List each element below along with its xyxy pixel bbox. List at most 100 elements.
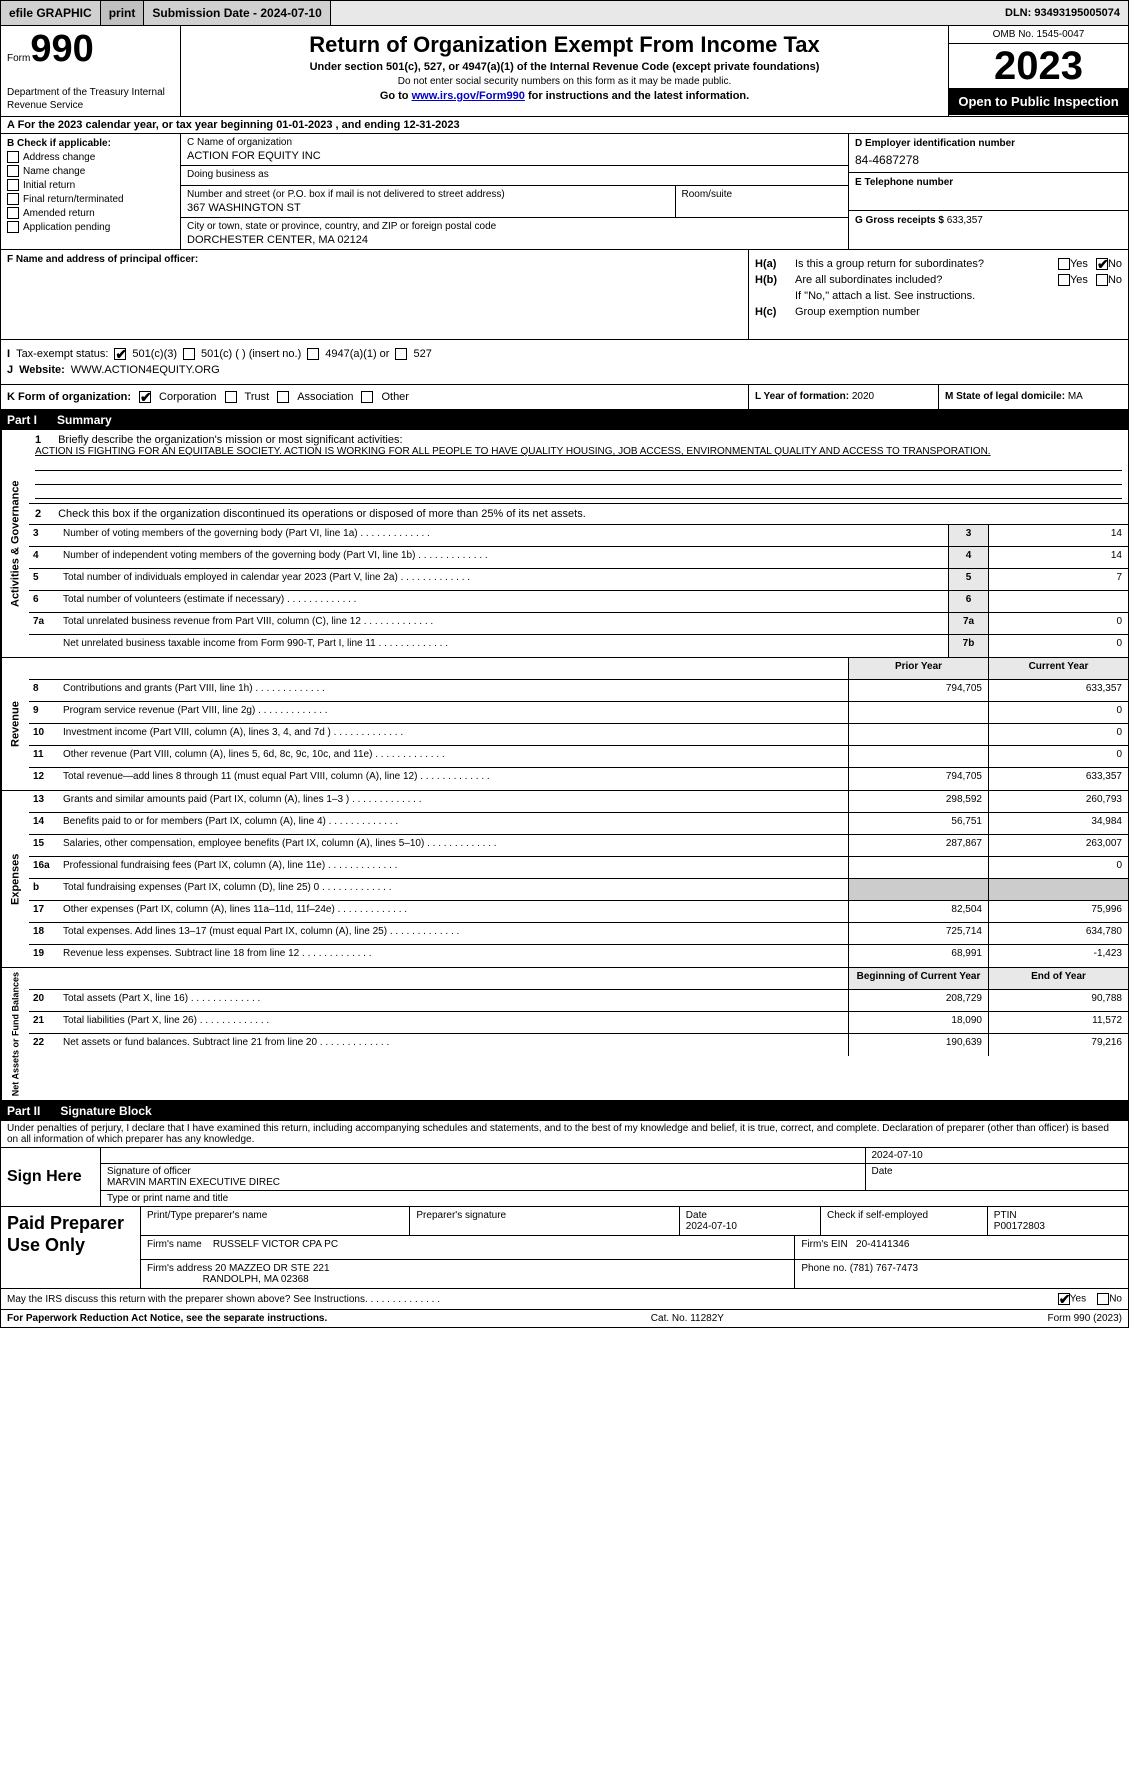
k-corp-checkbox[interactable] xyxy=(139,391,151,403)
irs-no-checkbox[interactable] xyxy=(1097,1293,1109,1305)
row-box: 6 xyxy=(948,591,988,612)
prior-year-header: Prior Year xyxy=(848,658,988,679)
row-prior: 298,592 xyxy=(848,791,988,812)
gov-row: 6Total number of volunteers (estimate if… xyxy=(29,591,1128,613)
m-label: M State of legal domicile: xyxy=(945,391,1065,402)
irs-no-label: No xyxy=(1109,1294,1122,1305)
table-row: 20Total assets (Part X, line 16)208,7299… xyxy=(29,990,1128,1012)
firm-ein-value: 20-4141346 xyxy=(856,1239,909,1250)
row-desc: Program service revenue (Part VIII, line… xyxy=(59,702,848,723)
row-num: 15 xyxy=(29,835,59,856)
row-desc: Investment income (Part VIII, column (A)… xyxy=(59,724,848,745)
officer-label: F Name and address of principal officer: xyxy=(7,254,742,265)
side-revenue: Revenue xyxy=(1,658,29,790)
row-num: 14 xyxy=(29,813,59,834)
row-curr: 260,793 xyxy=(988,791,1128,812)
i-4947-checkbox[interactable] xyxy=(307,348,319,360)
checkbox-initial-return[interactable] xyxy=(7,179,19,191)
prep-date-label: Date xyxy=(686,1210,707,1221)
checkbox-name-change[interactable] xyxy=(7,165,19,177)
i-text: Tax-exempt status: xyxy=(16,348,108,360)
open-to-public: Open to Public Inspection xyxy=(949,88,1128,115)
side-governance: Activities & Governance xyxy=(1,430,29,657)
table-row: 11Other revenue (Part VIII, column (A), … xyxy=(29,746,1128,768)
row-desc: Grants and similar amounts paid (Part IX… xyxy=(59,791,848,812)
ha-no-checkbox[interactable] xyxy=(1096,258,1108,270)
row-num: 13 xyxy=(29,791,59,812)
irs-discuss-line: May the IRS discuss this return with the… xyxy=(1,1289,1128,1310)
row-prior: 56,751 xyxy=(848,813,988,834)
line2-discontinued: 2 Check this box if the organization dis… xyxy=(29,504,1128,525)
row-prior xyxy=(848,724,988,745)
row-num: 10 xyxy=(29,724,59,745)
row-curr: 263,007 xyxy=(988,835,1128,856)
row-prior xyxy=(848,746,988,767)
i-501c-label: 501(c) ( ) (insert no.) xyxy=(201,348,301,360)
row-desc: Total unrelated business revenue from Pa… xyxy=(59,613,948,634)
row-desc: Net unrelated business taxable income fr… xyxy=(59,635,948,657)
row-curr: 0 xyxy=(988,746,1128,767)
table-row: 12Total revenue—add lines 8 through 11 (… xyxy=(29,768,1128,790)
part1-expenses: Expenses 13Grants and similar amounts pa… xyxy=(1,791,1128,968)
header-mid: Return of Organization Exempt From Incom… xyxy=(181,26,948,116)
row-num: 7a xyxy=(29,613,59,634)
row-num: 17 xyxy=(29,901,59,922)
checkbox-amended-return[interactable] xyxy=(7,207,19,219)
row-desc: Total assets (Part X, line 16) xyxy=(59,990,848,1011)
gov-row: 7aTotal unrelated business revenue from … xyxy=(29,613,1128,635)
firm-addr-label: Firm's address xyxy=(147,1263,212,1274)
row-desc: Total revenue—add lines 8 through 11 (mu… xyxy=(59,768,848,790)
col-c-org-info: C Name of organization ACTION FOR EQUITY… xyxy=(181,134,848,249)
k-other-label: Other xyxy=(381,391,409,403)
org-name-label: C Name of organization xyxy=(187,137,842,148)
footer-left: For Paperwork Reduction Act Notice, see … xyxy=(7,1313,327,1324)
l-label: L Year of formation: xyxy=(755,391,849,402)
part1-revenue: Revenue Prior Year Current Year 8Contrib… xyxy=(1,658,1128,791)
col-defg: D Employer identification number 84-4687… xyxy=(848,134,1128,249)
row-num: 5 xyxy=(29,569,59,590)
ha-label: H(a) xyxy=(755,258,795,270)
checkbox-final-return[interactable] xyxy=(7,193,19,205)
goto-line: Go to www.irs.gov/Form990 for instructio… xyxy=(187,90,942,102)
checkbox-application-pending[interactable] xyxy=(7,221,19,233)
row-prior: 208,729 xyxy=(848,990,988,1011)
paid-preparer-block: Paid Preparer Use Only Print/Type prepar… xyxy=(1,1207,1128,1289)
row-val: 7 xyxy=(988,569,1128,590)
hb-yes-checkbox[interactable] xyxy=(1058,274,1070,286)
irs-yes-checkbox[interactable] xyxy=(1058,1293,1070,1305)
k-other-checkbox[interactable] xyxy=(361,391,373,403)
prep-sig-label: Preparer's signature xyxy=(410,1207,679,1235)
table-row: 16aProfessional fundraising fees (Part I… xyxy=(29,857,1128,879)
row-num: 6 xyxy=(29,591,59,612)
hb-no-checkbox[interactable] xyxy=(1096,274,1108,286)
i-501c3-label: 501(c)(3) xyxy=(132,348,177,360)
line1-text: Briefly describe the organization's miss… xyxy=(58,434,402,446)
row-num: 20 xyxy=(29,990,59,1011)
row-curr: 0 xyxy=(988,857,1128,878)
k-assoc-checkbox[interactable] xyxy=(277,391,289,403)
checkbox-address-change[interactable] xyxy=(7,151,19,163)
ha-yes-checkbox[interactable] xyxy=(1058,258,1070,270)
city-value: DORCHESTER CENTER, MA 02124 xyxy=(187,234,842,246)
row-num: 12 xyxy=(29,768,59,790)
end-year-header: End of Year xyxy=(988,968,1128,989)
table-row: 19Revenue less expenses. Subtract line 1… xyxy=(29,945,1128,967)
print-button[interactable]: print xyxy=(101,1,145,25)
gross-value: 633,357 xyxy=(947,215,983,226)
k-trust-checkbox[interactable] xyxy=(225,391,237,403)
header-left: Form990 Department of the Treasury Inter… xyxy=(1,26,181,116)
table-row: 10Investment income (Part VIII, column (… xyxy=(29,724,1128,746)
sig-officer-label: Signature of officer xyxy=(107,1166,859,1177)
section-fh: F Name and address of principal officer:… xyxy=(1,250,1128,340)
hb-yes-label: Yes xyxy=(1070,274,1088,286)
row-curr: 633,357 xyxy=(988,768,1128,790)
i-527-label: 527 xyxy=(413,348,431,360)
label-address-change: Address change xyxy=(23,152,95,163)
part2-header: Part II Signature Block xyxy=(1,1101,1128,1121)
goto-link[interactable]: www.irs.gov/Form990 xyxy=(412,90,525,102)
goto-pre: Go to xyxy=(380,90,412,102)
prep-name-label: Print/Type preparer's name xyxy=(141,1207,410,1235)
i-501c3-checkbox[interactable] xyxy=(114,348,126,360)
i-527-checkbox[interactable] xyxy=(395,348,407,360)
i-501c-checkbox[interactable] xyxy=(183,348,195,360)
